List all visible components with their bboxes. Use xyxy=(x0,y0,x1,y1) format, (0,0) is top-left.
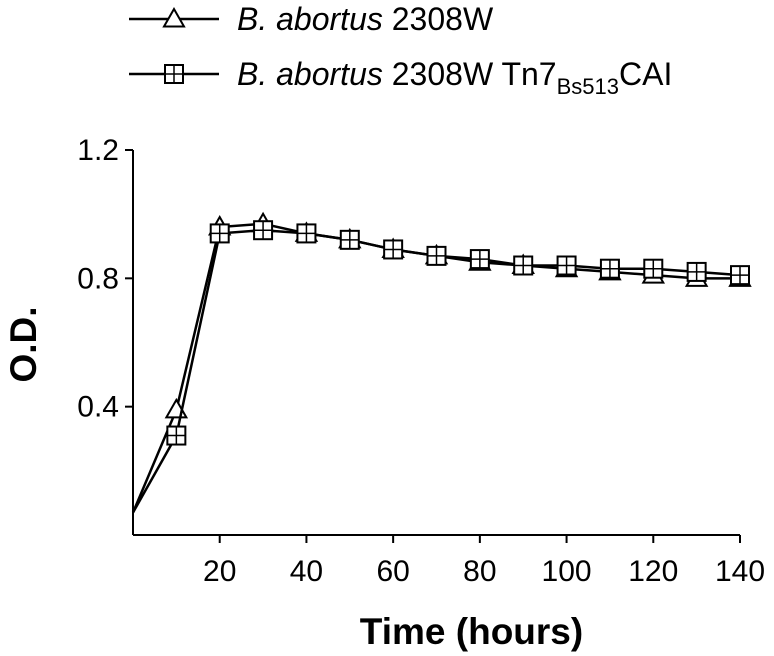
series-layer xyxy=(131,211,752,514)
data-point xyxy=(383,239,404,260)
data-point xyxy=(686,261,707,282)
data-point xyxy=(469,249,490,270)
legend-label: B. abortus 2308W xyxy=(237,1,494,37)
legend-item-1: B. abortus 2308W xyxy=(129,1,494,37)
x-tick-label: 20 xyxy=(203,555,236,588)
axes: 0.4 0.8 1.2 20 40 60 80 100 120 140 xyxy=(77,134,765,588)
data-point xyxy=(643,258,664,279)
data-point xyxy=(166,425,187,446)
y-axis-label: O.D. xyxy=(3,306,44,382)
legend-square-marker xyxy=(164,64,184,84)
data-point xyxy=(556,255,577,276)
legend: B. abortus 2308W B. abortus 2308W Tn7Bs51… xyxy=(129,1,672,99)
data-point xyxy=(513,255,534,276)
data-point xyxy=(599,258,620,279)
series-2 xyxy=(131,220,750,514)
x-tick-label: 40 xyxy=(290,555,323,588)
data-point xyxy=(209,223,230,244)
data-point xyxy=(339,229,360,250)
data-point xyxy=(296,223,317,244)
x-axis-label: Time (hours) xyxy=(360,611,583,652)
legend-label: B. abortus 2308W Tn7Bs513CAI xyxy=(237,56,672,99)
legend-item-2: B. abortus 2308W Tn7Bs513CAI xyxy=(129,56,672,99)
y-tick-label: 0.4 xyxy=(77,391,119,424)
data-point xyxy=(730,265,750,286)
y-tick-label: 1.2 xyxy=(77,134,119,167)
x-tick-label: 140 xyxy=(715,555,765,588)
data-point xyxy=(253,220,274,241)
legend-triangle-marker xyxy=(162,6,186,28)
x-tick-label: 120 xyxy=(628,555,678,588)
x-tick-label: 80 xyxy=(463,555,496,588)
x-tick-label: 100 xyxy=(542,555,592,588)
data-point xyxy=(426,245,447,266)
x-tick-label: 60 xyxy=(376,555,409,588)
y-tick-label: 0.8 xyxy=(77,262,119,295)
